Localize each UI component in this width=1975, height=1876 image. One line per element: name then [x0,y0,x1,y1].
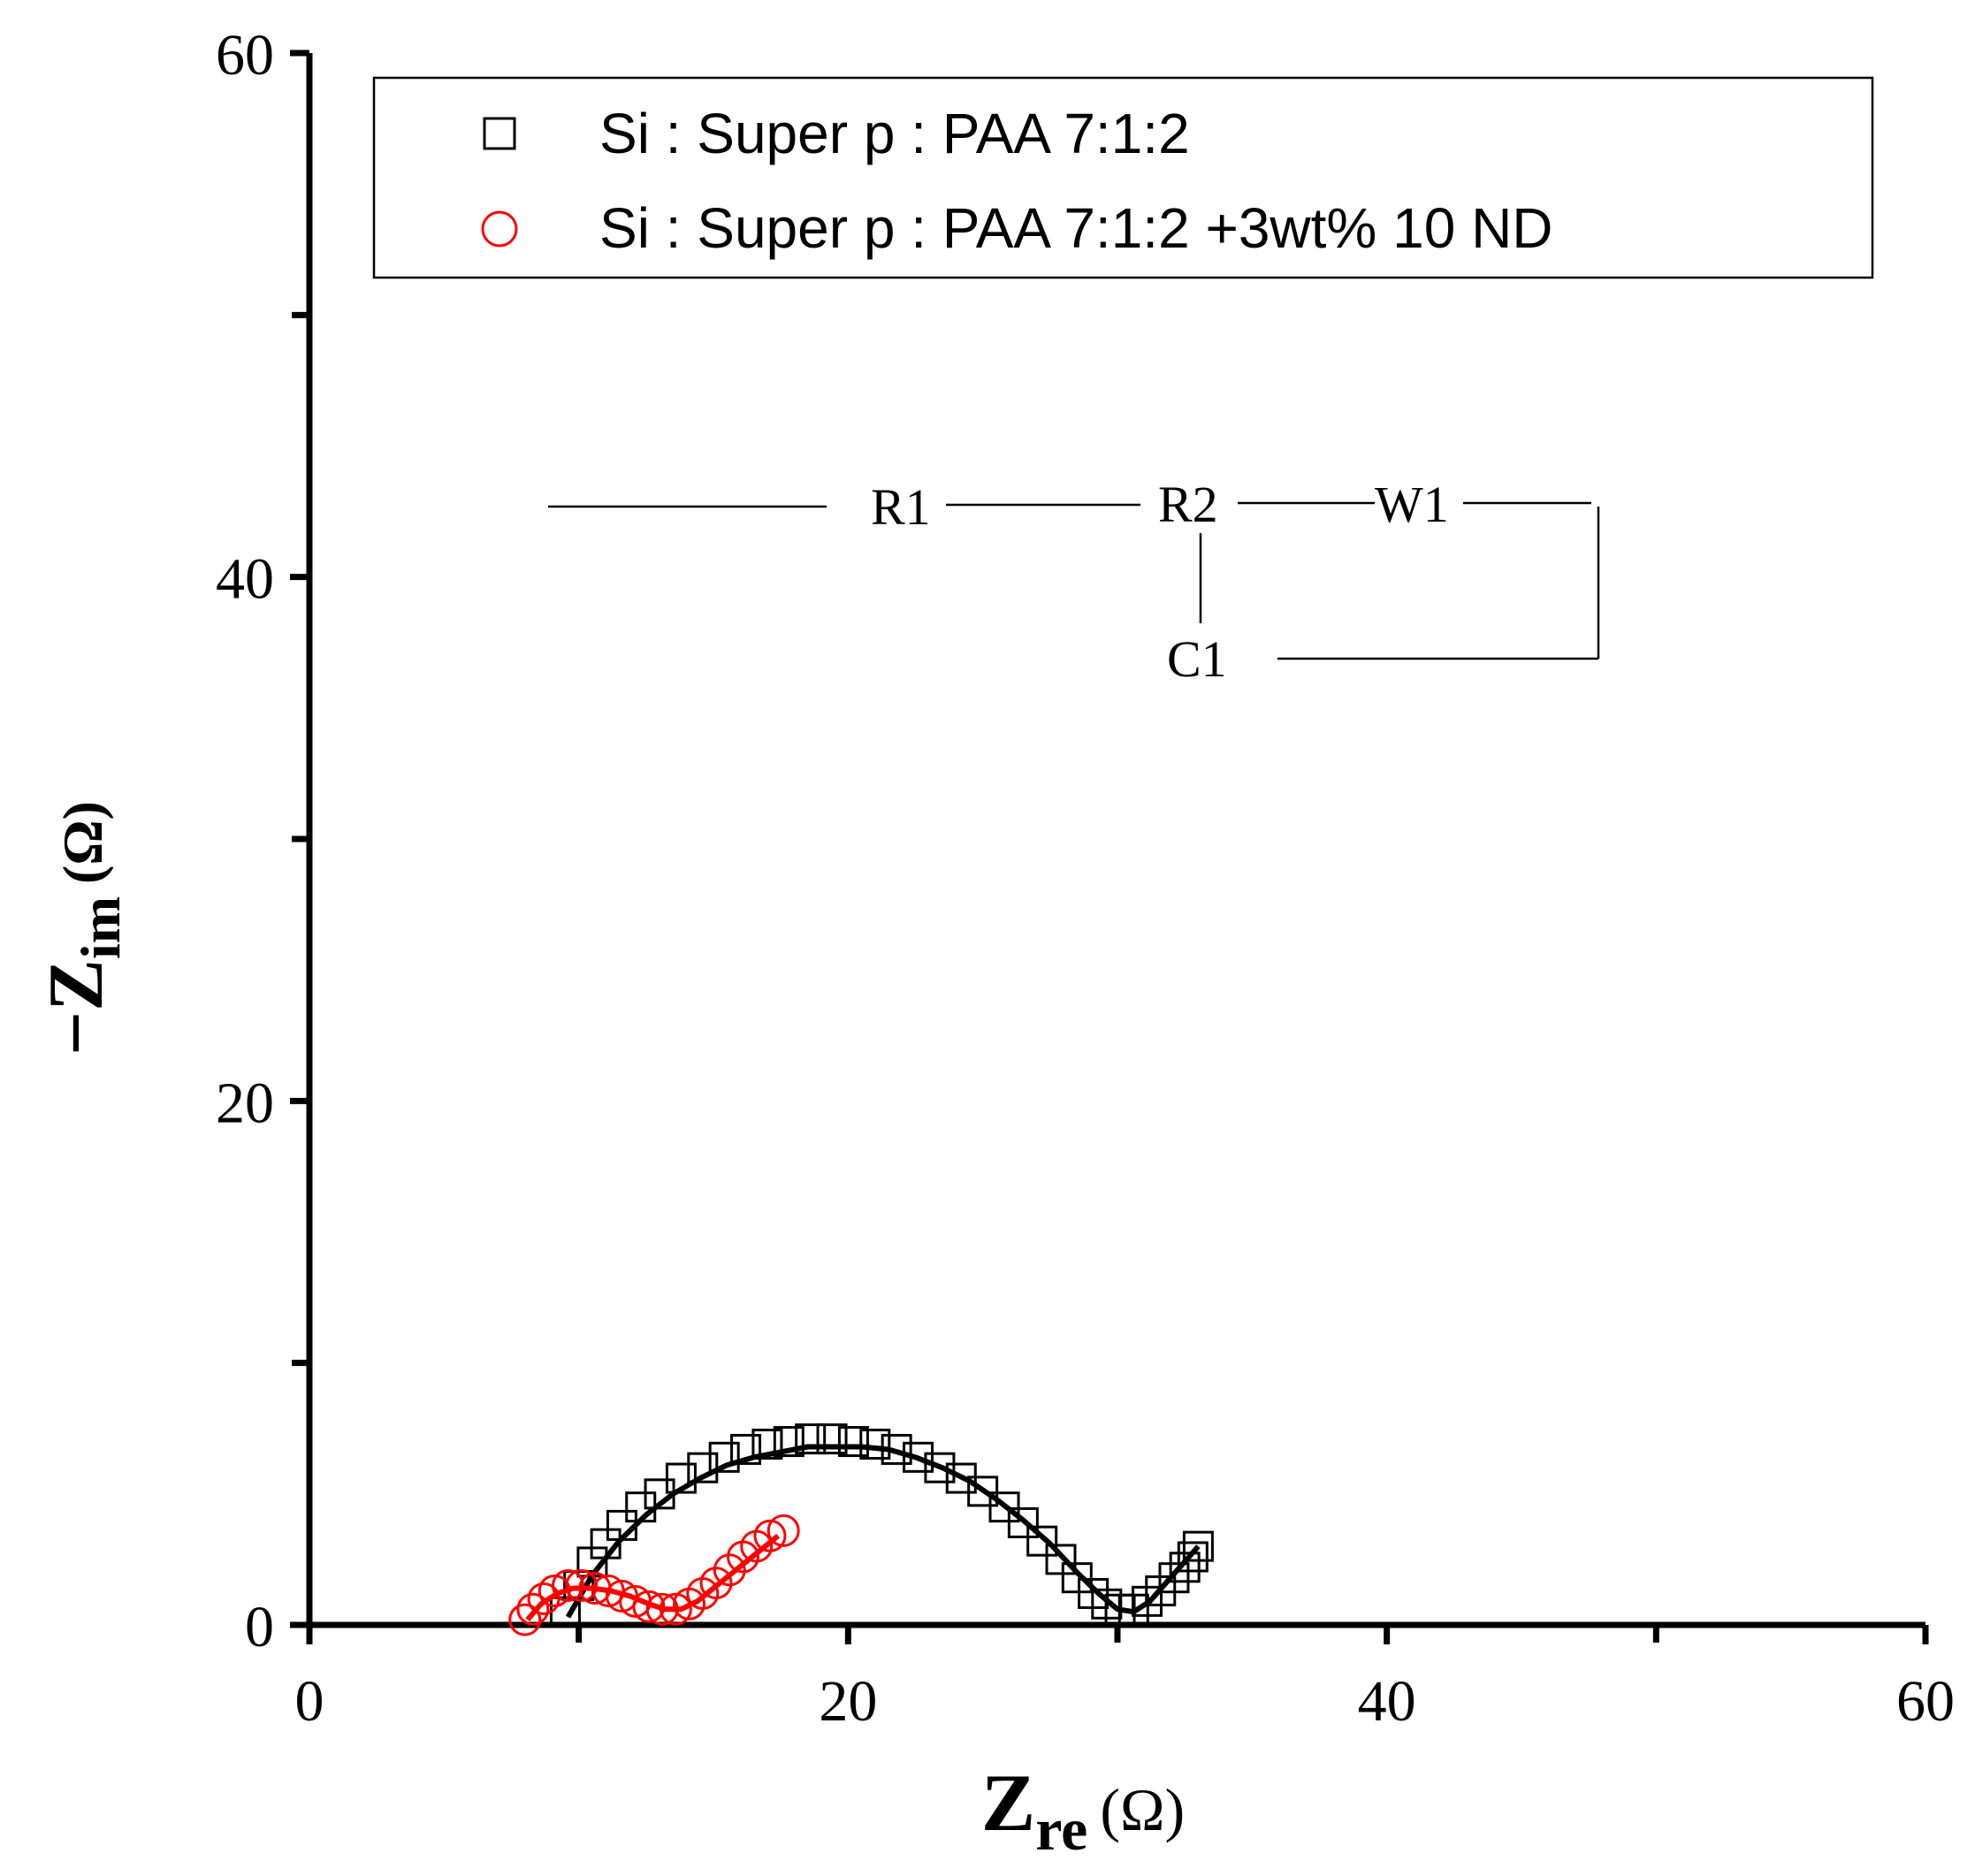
y-tick-label: 40 [216,547,274,612]
data-point [1182,1530,1214,1562]
legend-marker-circle [481,210,518,248]
circuit-label-r1: R1 [871,478,931,536]
y-tick-label: 60 [216,23,274,88]
y-tick-label: 20 [216,1071,274,1135]
axes [306,53,1925,1628]
x-axis-label-sub: re [1035,1796,1087,1863]
data-point [730,1433,762,1465]
data-point [1061,1562,1093,1594]
x-tick-label: 40 [1358,1669,1416,1734]
data-point [508,1603,542,1636]
tick-labels: 0 20 40 60 0 20 40 60 [216,23,1955,1734]
x-axis-label-unit: (Ω) [1100,1776,1185,1843]
x-axis-label: Zre (Ω) [981,1758,1185,1863]
data-point [903,1441,934,1473]
equivalent-circuit: R1 R2 W1 C1 [548,476,1600,688]
data-point [565,1569,599,1603]
legend: Si : Super p : PAA 7:1:2 Si : Super p : … [372,76,1874,279]
series-layer [508,1423,1214,1636]
y-axis-label-prefix: − [34,1011,119,1056]
circuit-label-w1: W1 [1375,476,1449,533]
series-2 [508,1514,800,1636]
y-axis-label-main: Z [34,959,119,1011]
fit-line [525,1533,781,1622]
data-point [751,1429,783,1460]
legend-marker-square [483,117,516,150]
legend-label-series-1: Si : Super p : PAA 7:1:2 [599,102,1190,165]
y-axis-label-sub: im [69,896,132,959]
data-point [699,1567,733,1600]
x-tick-label: 60 [1896,1669,1955,1734]
data-point [967,1476,999,1507]
data-point [1177,1541,1209,1573]
data-point [988,1491,1020,1523]
data-point [713,1553,746,1587]
data-point [708,1441,740,1473]
fit-line [565,1444,1201,1619]
data-point [1045,1544,1077,1575]
data-point [1158,1562,1190,1594]
x-tick-label: 20 [819,1669,877,1734]
data-point [1026,1525,1058,1557]
legend-box [372,76,1874,279]
legend-label-series-2: Si : Super p : PAA 7:1:2 +3wt% 10 ND [599,196,1553,260]
ticks [290,50,1929,1644]
data-point [773,1426,804,1458]
data-point [924,1452,956,1483]
data-point [816,1423,848,1455]
data-point [795,1423,827,1455]
data-point [1007,1506,1039,1538]
x-tick-label: 0 [295,1669,324,1734]
circuit-label-r2: R2 [1158,476,1218,533]
y-tick-label: 0 [245,1595,274,1659]
circuit-label-c1: C1 [1167,630,1227,688]
data-point [766,1514,800,1547]
y-axis-label: −Zim (Ω) [34,801,132,1056]
x-axis-label-main: Z [981,1758,1035,1848]
data-point [753,1519,787,1552]
y-axis-label-unit: (Ω) [51,801,114,884]
data-point [516,1592,550,1626]
data-point [837,1426,869,1458]
